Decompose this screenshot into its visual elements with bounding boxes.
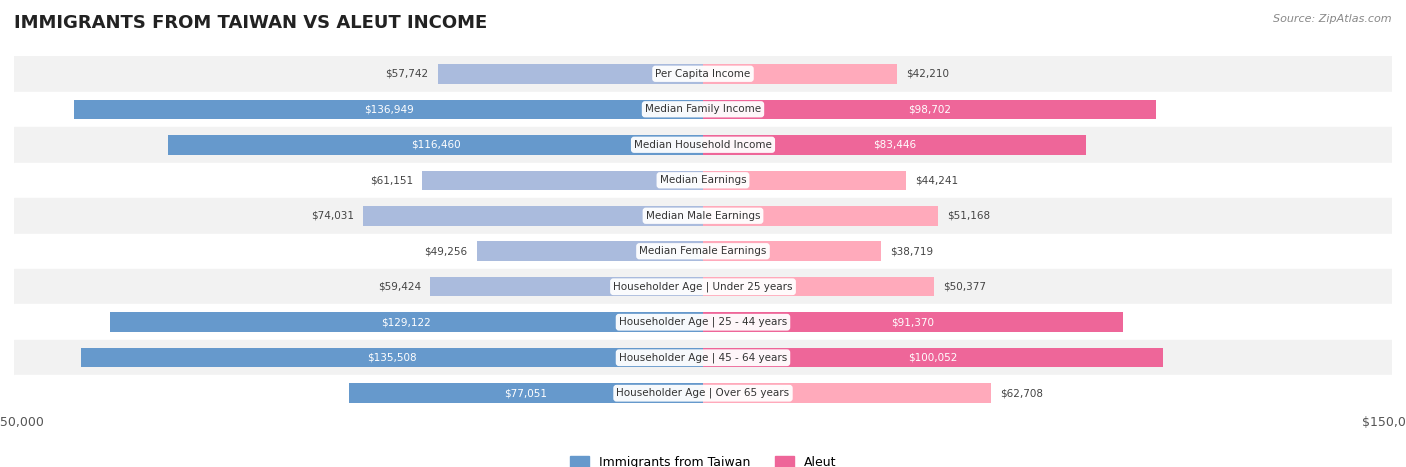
Bar: [80, 348, 703, 368]
Bar: [703, 170, 907, 190]
Text: Householder Age | Under 25 years: Householder Age | Under 25 years: [613, 282, 793, 292]
Bar: [703, 241, 880, 261]
Text: Householder Age | Over 65 years: Householder Age | Over 65 years: [616, 388, 790, 398]
Text: $116,460: $116,460: [411, 140, 460, 150]
Text: $42,210: $42,210: [905, 69, 949, 79]
Bar: [703, 348, 1163, 368]
Bar: [363, 206, 703, 226]
Text: $83,446: $83,446: [873, 140, 917, 150]
Text: $44,241: $44,241: [915, 175, 959, 185]
Bar: [14, 163, 1392, 198]
Text: $74,031: $74,031: [311, 211, 354, 221]
Bar: [703, 312, 1122, 332]
Bar: [110, 312, 703, 332]
Bar: [14, 56, 1392, 92]
Text: Median Male Earnings: Median Male Earnings: [645, 211, 761, 221]
Text: $136,949: $136,949: [364, 104, 413, 114]
Bar: [14, 304, 1392, 340]
Bar: [14, 198, 1392, 234]
Text: $51,168: $51,168: [948, 211, 990, 221]
Bar: [703, 64, 897, 84]
Text: $77,051: $77,051: [505, 388, 547, 398]
Text: Median Family Income: Median Family Income: [645, 104, 761, 114]
Bar: [169, 135, 703, 155]
Text: $61,151: $61,151: [370, 175, 413, 185]
Text: $50,377: $50,377: [943, 282, 987, 292]
Text: IMMIGRANTS FROM TAIWAN VS ALEUT INCOME: IMMIGRANTS FROM TAIWAN VS ALEUT INCOME: [14, 14, 488, 32]
Text: Per Capita Income: Per Capita Income: [655, 69, 751, 79]
Text: $135,508: $135,508: [367, 353, 416, 363]
Text: $100,052: $100,052: [908, 353, 957, 363]
Bar: [422, 170, 703, 190]
Text: $91,370: $91,370: [891, 317, 935, 327]
Bar: [14, 340, 1392, 375]
Text: Source: ZipAtlas.com: Source: ZipAtlas.com: [1274, 14, 1392, 24]
Legend: Immigrants from Taiwan, Aleut: Immigrants from Taiwan, Aleut: [569, 456, 837, 467]
Text: $59,424: $59,424: [378, 282, 420, 292]
Bar: [703, 206, 938, 226]
Text: $62,708: $62,708: [1000, 388, 1043, 398]
Bar: [14, 234, 1392, 269]
Text: Median Female Earnings: Median Female Earnings: [640, 246, 766, 256]
Text: Median Earnings: Median Earnings: [659, 175, 747, 185]
Text: $38,719: $38,719: [890, 246, 934, 256]
Bar: [477, 241, 703, 261]
Text: $49,256: $49,256: [425, 246, 468, 256]
Bar: [14, 92, 1392, 127]
Bar: [437, 64, 703, 84]
Text: $129,122: $129,122: [381, 317, 432, 327]
Text: $98,702: $98,702: [908, 104, 952, 114]
Bar: [14, 375, 1392, 411]
Bar: [703, 135, 1087, 155]
Bar: [75, 99, 703, 119]
Bar: [14, 269, 1392, 304]
Bar: [703, 383, 991, 403]
Text: $57,742: $57,742: [385, 69, 429, 79]
Text: Householder Age | 25 - 44 years: Householder Age | 25 - 44 years: [619, 317, 787, 327]
Bar: [703, 277, 935, 297]
Bar: [349, 383, 703, 403]
Text: Householder Age | 45 - 64 years: Householder Age | 45 - 64 years: [619, 353, 787, 363]
Bar: [14, 127, 1392, 163]
Bar: [703, 99, 1156, 119]
Bar: [430, 277, 703, 297]
Text: Median Household Income: Median Household Income: [634, 140, 772, 150]
